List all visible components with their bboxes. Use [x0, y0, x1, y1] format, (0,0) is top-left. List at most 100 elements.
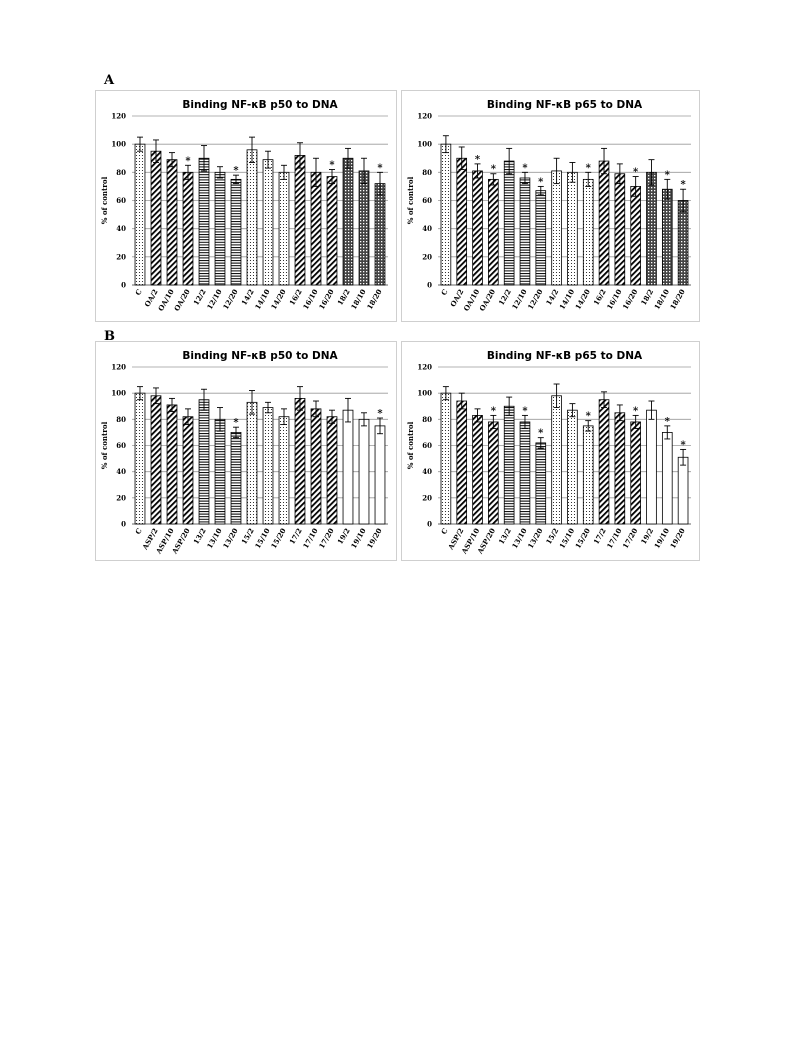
bar [535, 442, 547, 525]
error-bar [664, 178, 671, 200]
significance-marker: * [377, 163, 383, 174]
x-tick-label: 16/20 [621, 287, 640, 311]
y-tick-label: 80 [422, 168, 432, 177]
error-bar [585, 420, 592, 432]
bar [166, 404, 178, 525]
significance-marker: * [538, 177, 544, 188]
error-bar [377, 171, 383, 196]
y-tick-label: 40 [116, 224, 126, 233]
y-tick-label: 20 [422, 493, 432, 502]
error-bar [442, 135, 449, 154]
bar [182, 416, 194, 525]
error-bar [616, 404, 623, 422]
error-bar [345, 397, 351, 423]
significance-marker: * [233, 418, 239, 429]
error-bar [153, 387, 159, 405]
bar [551, 170, 562, 286]
bar [182, 171, 194, 286]
significance-marker: * [633, 167, 639, 178]
bar [166, 159, 178, 286]
x-tick-label: 19/20 [365, 526, 384, 550]
chart-title: Binding NF-κB p65 to DNA [487, 350, 643, 362]
bar [567, 171, 578, 286]
error-bar [233, 174, 239, 185]
y-axis-label: % of control [406, 421, 415, 469]
error-bar [506, 396, 513, 416]
error-bar [537, 185, 544, 196]
y-axis-label: % of control [100, 421, 109, 469]
bar [310, 408, 322, 525]
error-bar [474, 163, 481, 179]
bar [488, 178, 499, 286]
error-bar [153, 139, 159, 163]
x-tick-label: 14/20 [269, 287, 288, 311]
significance-marker: * [586, 411, 592, 422]
error-bar [297, 386, 303, 411]
error-bar [553, 383, 560, 409]
bar [262, 159, 274, 286]
error-bar [249, 136, 255, 163]
chart-a-p65: Binding NF-κB p65 to DNA % of control 0 20 4… [406, 99, 691, 313]
significance-marker: * [633, 406, 639, 417]
bar [472, 170, 483, 286]
error-bar [313, 157, 319, 187]
y-tick-label: 40 [422, 224, 432, 233]
bar [262, 407, 274, 525]
panel-label-b: B [104, 329, 115, 344]
bar [630, 186, 641, 286]
significance-marker: * [185, 156, 191, 167]
error-bar [281, 164, 287, 180]
significance-marker: * [233, 166, 239, 177]
x-tick-label: C [439, 526, 450, 536]
x-tick-label: 12/20 [526, 287, 545, 311]
bar [150, 395, 162, 525]
error-bar [313, 400, 319, 418]
bar [294, 398, 306, 525]
error-bar [506, 147, 513, 175]
error-bar [680, 448, 687, 466]
error-bar [137, 136, 143, 152]
y-tick-label: 20 [116, 493, 126, 502]
error-bar [442, 386, 449, 401]
error-bar [458, 392, 465, 410]
significance-marker: * [491, 164, 497, 175]
y-axis-label: % of control [406, 176, 415, 224]
error-bar [521, 171, 528, 185]
error-bar [490, 414, 497, 429]
bar [535, 190, 547, 286]
bar [230, 432, 242, 525]
bar [342, 157, 354, 286]
bar [134, 143, 146, 286]
error-bar [377, 417, 383, 435]
x-tick-label: 19/20 [668, 526, 687, 550]
x-tick-label: OA/20 [477, 287, 497, 312]
error-bar [601, 147, 608, 175]
error-bar [201, 145, 207, 172]
error-bar [217, 166, 223, 179]
error-bar [345, 147, 351, 169]
y-tick-label: 0 [427, 520, 432, 529]
significance-marker: * [475, 154, 481, 165]
significance-marker: * [680, 180, 686, 191]
bar [661, 188, 673, 286]
panel-label-a: A [104, 73, 115, 88]
bar [246, 149, 258, 286]
significance-marker: * [491, 406, 497, 417]
bar [374, 425, 386, 525]
y-tick-label: 20 [116, 252, 126, 261]
error-bar [217, 407, 223, 432]
bar [246, 401, 258, 525]
bar [472, 415, 483, 525]
bar [358, 170, 370, 286]
x-tick-label: 17/20 [317, 526, 336, 550]
bar [440, 392, 452, 525]
significance-marker: * [586, 163, 592, 174]
bar [294, 155, 306, 286]
bar [456, 400, 468, 525]
bar [134, 392, 146, 525]
bar [677, 456, 689, 525]
chart-title: Binding NF-κB p50 to DNA [182, 99, 338, 111]
x-tick-label: 12/20 [221, 287, 240, 311]
error-bar [585, 171, 592, 187]
error-bar [664, 425, 671, 440]
